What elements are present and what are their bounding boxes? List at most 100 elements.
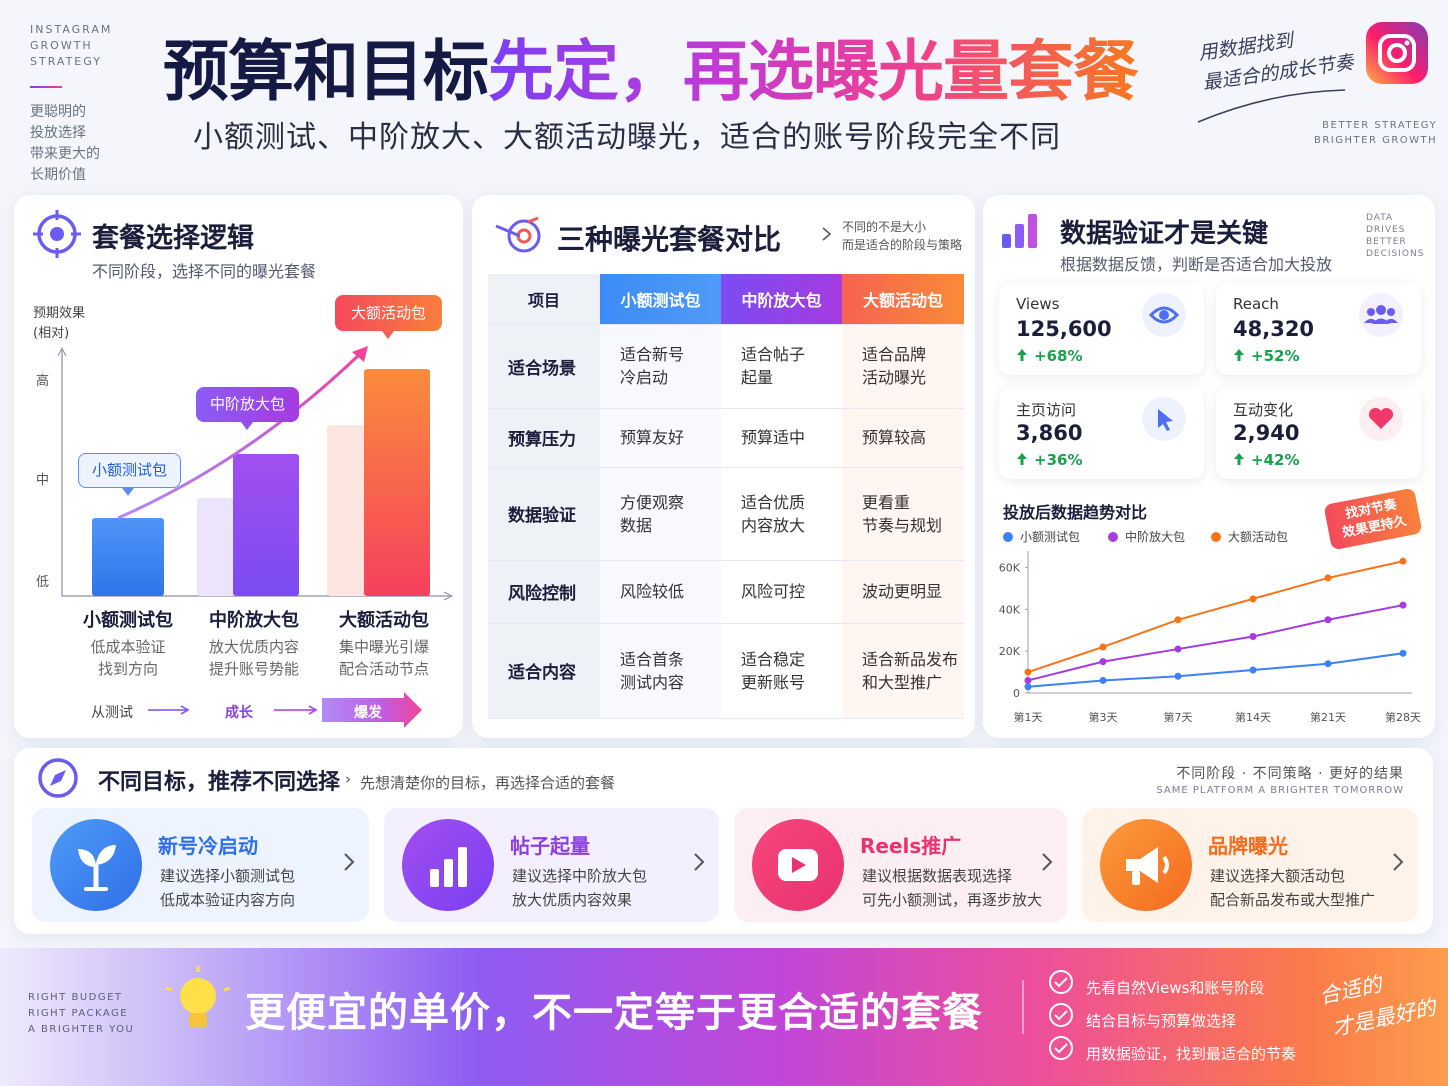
table-cell: 更看重 节奏与规划 — [842, 467, 964, 561]
table-cell: 预算较高 — [842, 408, 964, 468]
accent-bar — [30, 86, 62, 88]
table-cell: 波动更明显 — [842, 560, 964, 624]
tagline-line: BETTER STRATEGY — [1322, 120, 1438, 131]
table-row: 预算压力 预算友好 预算适中 预算较高 — [488, 408, 964, 468]
instagram-icon — [1366, 22, 1428, 84]
goal-line: 建议选择大额活动包 — [1210, 867, 1346, 885]
goal-title: 帖子起量 — [510, 834, 590, 858]
table-row: 风险控制 风险较低 风险可控 波动更明显 — [488, 560, 964, 624]
goal-line: 可先小额测试，再逐步放大 — [862, 891, 1043, 909]
tagline: BETTER STRATEGY BRIGHTER GROWTH — [1314, 118, 1437, 148]
panel-note: 不同的不是大小 而是适合的阶段与策略 — [842, 218, 962, 254]
table-cell: 适合新号 冷启动 — [600, 324, 721, 409]
metric-label: Views — [1016, 295, 1060, 313]
goal-line: 建议选择中阶放大包 — [512, 867, 648, 885]
metric-change: +68% — [1016, 347, 1082, 365]
section-title: 不同目标，推荐不同选择 — [98, 770, 341, 795]
main-title: 预算和目标先定，再选曝光量套餐 — [163, 18, 1139, 114]
goal-card[interactable]: 品牌曝光 建议选择大额活动包 配合新品发布或大型推广 — [1082, 808, 1418, 922]
chevron — [693, 852, 705, 876]
goal-line: 低成本验证内容方向 — [160, 891, 296, 909]
chart-title: 投放后数据趋势对比 — [1003, 503, 1148, 522]
metric-change-value: +42% — [1251, 451, 1300, 469]
axis-label-line: 预期效果 — [33, 306, 86, 321]
section-note-en: SAME PLATFORM A BRIGHTER TOMORROW — [1156, 785, 1404, 796]
side-text-line: DATA — [1366, 213, 1394, 223]
metric-card: Views 125,600 +68% — [999, 283, 1204, 375]
panel-subtitle: 根据数据反馈，判断是否适合加大投放 — [1060, 255, 1333, 274]
table-header-cell: 大额活动包 — [842, 274, 964, 325]
metric-label: 互动变化 — [1233, 401, 1294, 419]
goal-card[interactable]: 新号冷启动 建议选择小额测试包 低成本验证内容方向 — [32, 808, 369, 922]
table-cell: 方便观察 数据 — [600, 467, 721, 561]
chevron — [343, 852, 355, 876]
table-header-cell: 小额测试包 — [600, 274, 721, 325]
check-item: 先看自然Views和账号阶段 — [1086, 979, 1265, 997]
side-note-line: 带来更大的 — [30, 146, 100, 162]
check-item: 结合目标与预算做选择 — [1086, 1012, 1237, 1030]
metric-change: +52% — [1233, 347, 1299, 365]
package-desc: 放大优质内容 — [208, 638, 299, 656]
row-label: 数据验证 — [488, 467, 600, 561]
chevron — [1392, 852, 1404, 876]
table-cell: 预算适中 — [721, 408, 842, 468]
metric-value: 125,600 — [1016, 317, 1112, 341]
metric-label: Reach — [1233, 295, 1279, 313]
footer-side-line: RIGHT BUDGET — [28, 992, 123, 1003]
table-row: 适合内容 适合首条 测试内容 适合稳定 更新账号 适合新品发布 和大型推广 — [488, 623, 964, 719]
side-text-line: DECISIONS — [1366, 249, 1425, 259]
side-note-line: 长期价值 — [30, 167, 86, 183]
flow-label: 从测试 — [91, 705, 133, 721]
table-header-cell: 中阶放大包 — [721, 274, 842, 325]
check-item: 用数据验证，找到最适合的节奏 — [1086, 1045, 1297, 1063]
section-subtitle: 先想清楚你的目标，再选择合适的套餐 — [360, 774, 616, 792]
side-note-line: 投放选择 — [30, 125, 86, 141]
stage-bubble: 小额测试包 — [78, 453, 181, 488]
footer-headline: 更便宜的单价，不一定等于更合适的套餐 — [245, 990, 983, 1036]
metric-value: 48,320 — [1233, 317, 1315, 341]
table-cell: 预算友好 — [600, 408, 721, 468]
tagline-line: BRIGHTER GROWTH — [1314, 135, 1438, 146]
table-header-cell: 项目 — [488, 274, 600, 325]
table-row: 适合场景 适合新号 冷启动 适合帖子 起量 适合品牌 活动曝光 — [488, 324, 964, 409]
goal-icon — [752, 819, 844, 911]
footer-side-line: RIGHT PACKAGE — [28, 1008, 129, 1019]
metric-card: 互动变化 2,940 +42% — [1216, 387, 1421, 479]
table-row: 数据验证 方便观察 数据 适合优质 内容放大 更看重 节奏与规划 — [488, 467, 964, 561]
goal-card[interactable]: 帖子起量 建议选择中阶放大包 放大优质内容效果 — [384, 808, 719, 922]
metric-change-value: +36% — [1034, 451, 1083, 469]
footer-checks: 先看自然Views和账号阶段 结合目标与预算做选择 用数据验证，找到最适合的节奏 — [1086, 972, 1296, 1071]
package-desc: 提升账号势能 — [208, 660, 299, 678]
package-name: 大额活动包 — [339, 610, 429, 631]
goal-icon — [50, 819, 142, 911]
goal-title: Reels推广 — [860, 834, 962, 858]
goal-title: 新号冷启动 — [158, 834, 258, 858]
side-text-line: BETTER — [1366, 237, 1407, 247]
table-cell: 适合优质 内容放大 — [721, 467, 842, 561]
metric-icon — [1359, 397, 1403, 445]
level-label: 中 — [36, 473, 50, 488]
row-label: 适合场景 — [488, 324, 600, 409]
metric-card: 主页访问 3,860 +36% — [999, 387, 1204, 479]
table-cell: 适合帖子 起量 — [721, 324, 842, 409]
level-label: 低 — [36, 575, 50, 590]
metric-value: 2,940 — [1233, 421, 1300, 445]
side-note: 更聪明的 投放选择 带来更大的 长期价值 — [30, 102, 100, 186]
metric-card: Reach 48,320 +52% — [1216, 283, 1421, 375]
note-line: 而是适合的阶段与策略 — [842, 238, 963, 252]
side-note-line: 更聪明的 — [30, 104, 86, 120]
goal-card[interactable]: Reels推广建议根据数据表现选择可先小额测试，再逐步放大 — [734, 808, 1067, 922]
side-label-line: GROWTH — [30, 39, 93, 52]
metric-icon — [1359, 293, 1403, 341]
side-text-line: DRIVES — [1366, 225, 1406, 235]
panel-title: 数据验证才是关键 — [1060, 219, 1269, 249]
goal-line: 建议根据数据表现选择 — [862, 867, 1013, 885]
chevron — [1041, 852, 1053, 876]
metric-change-value: +68% — [1034, 347, 1083, 365]
goal-title: 品牌曝光 — [1208, 834, 1288, 858]
row-label: 风险控制 — [488, 560, 600, 624]
goal-icon — [1100, 819, 1192, 911]
metric-icon — [1142, 397, 1186, 445]
subtitle: 小额测试、中阶放大、大额活动曝光，适合的账号阶段完全不同 — [193, 120, 1061, 155]
